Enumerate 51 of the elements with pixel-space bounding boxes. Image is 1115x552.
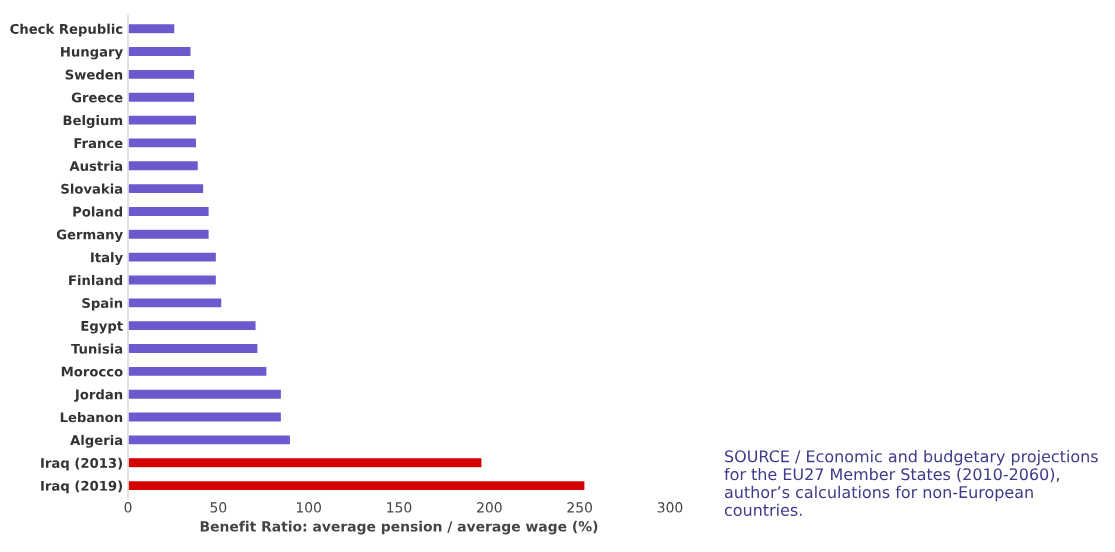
bar	[128, 91, 196, 104]
y-tick-label: Lebanon	[60, 412, 123, 423]
y-tick-label: Spain	[82, 297, 123, 311]
x-tick-label: 0	[124, 502, 132, 513]
y-tick-label: Finland	[69, 274, 123, 286]
bar	[128, 342, 259, 355]
y-tick-label: Jordan	[74, 389, 123, 402]
bar	[128, 274, 218, 286]
bar	[128, 182, 205, 195]
y-tick-label: Egypt	[81, 321, 123, 334]
bar	[128, 114, 198, 126]
y-tick-label: Belgium	[63, 115, 123, 128]
y-tick-label: Slovakia	[61, 183, 123, 194]
y-tick-label: Poland	[73, 206, 123, 217]
x-tick-label: 200	[477, 502, 502, 513]
y-tick-label: Hungary	[61, 46, 123, 60]
y-tick-label: Iraq (2019)	[41, 480, 123, 494]
bar	[128, 45, 192, 58]
y-tick-label: Sweden	[65, 69, 123, 80]
y-tick-label: Check Republic	[10, 23, 123, 37]
bar	[128, 22, 176, 35]
bar	[128, 388, 283, 401]
y-tick-label: France	[74, 138, 123, 149]
x-tick-label: 300	[657, 502, 683, 513]
y-tick-label: Iraq (2013)	[41, 457, 123, 471]
bar	[128, 456, 483, 469]
bar	[128, 434, 292, 446]
bar	[128, 228, 210, 241]
bar	[128, 251, 218, 263]
x-axis-title: Benefit Ratio: average pension / average wage (%)	[200, 520, 598, 535]
y-tick-label: Italy	[91, 252, 123, 265]
y-tick-label: Greece	[71, 92, 123, 103]
source-note: SOURCE / Economic and budgetary projections for the EU27 Member States (2010-2060), author’s calculations for non-European countries.	[724, 450, 1098, 517]
x-tick-label: 100	[296, 502, 321, 513]
x-tick-label: 50	[210, 502, 227, 513]
bar	[128, 319, 257, 332]
bar	[128, 205, 210, 218]
y-tick-label: Austria	[69, 160, 123, 171]
bar	[128, 411, 283, 423]
y-tick-label: Germany	[56, 229, 123, 243]
y-tick-label: Tunisia	[71, 343, 123, 354]
bar	[128, 68, 196, 81]
bar	[128, 479, 586, 492]
bar	[128, 296, 223, 309]
y-tick-label: Morocco	[61, 366, 123, 377]
x-tick-label: 150	[387, 502, 412, 513]
bar	[128, 159, 200, 172]
y-tick-label: Algeria	[70, 434, 123, 448]
bar	[128, 365, 268, 378]
bar	[128, 137, 198, 149]
x-tick-label: 250	[567, 502, 592, 513]
